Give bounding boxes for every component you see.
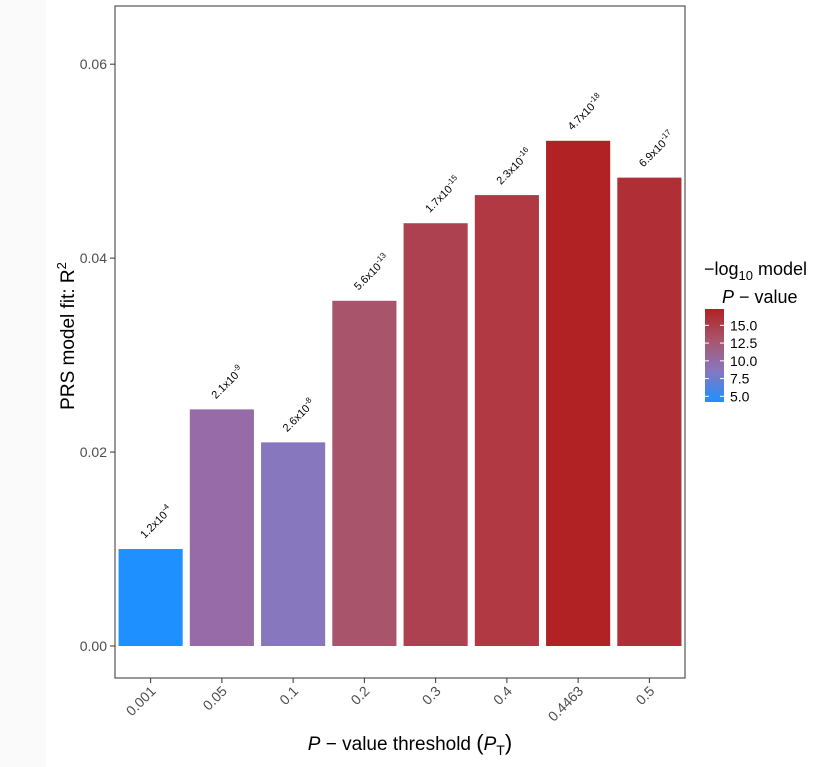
legend-tick-label: 5.0 <box>730 388 750 404</box>
legend-title-line1: −log10 model <box>704 259 807 283</box>
x-tick-label: 0.05 <box>199 683 230 714</box>
bar <box>118 549 183 646</box>
legend-colorbar <box>705 309 724 402</box>
x-tick-label: 0.3 <box>419 683 444 708</box>
bar <box>474 195 539 646</box>
left-margin-strip <box>0 0 46 767</box>
x-tick-label: 0.5 <box>632 683 657 708</box>
x-axis: 0.001 0.05 0.1 0.2 0.3 0.4 0.4463 0.5 <box>123 678 658 724</box>
legend-tick-label: 15.0 <box>730 317 757 333</box>
y-tick-label: 0.02 <box>80 444 107 460</box>
y-axis-title: PRS model fit: R2 <box>54 262 79 410</box>
legend-ticks: 5.07.5 10.0 12.5 15.0 <box>705 317 757 404</box>
y-tick-label: 0.00 <box>80 638 107 654</box>
bar <box>546 140 611 646</box>
x-tick-label: 0.4 <box>490 683 515 708</box>
color-legend: −log10 model P − value 5.07.5 10.0 12.5 15.… <box>704 259 807 404</box>
legend-tick-label: 10.0 <box>730 353 757 369</box>
bar <box>617 177 682 647</box>
x-tick-label: 0.001 <box>123 683 159 719</box>
legend-title-line2: P − value <box>722 287 798 307</box>
bars-layer <box>118 140 682 647</box>
bar <box>189 409 254 646</box>
x-axis-title: P − value threshold (PT) <box>308 730 512 758</box>
legend-tick-label: 12.5 <box>730 335 757 351</box>
x-tick-label: 0.1 <box>276 683 301 708</box>
y-tick-label: 0.06 <box>80 56 107 72</box>
legend-tick-label: 7.5 <box>730 371 750 387</box>
bar <box>332 300 397 646</box>
y-axis: 0.00 0.02 0.04 0.06 <box>80 56 115 654</box>
bar <box>261 442 326 646</box>
x-tick-label: 0.4463 <box>545 683 587 725</box>
bar <box>403 223 468 646</box>
y-tick-label: 0.04 <box>80 250 107 266</box>
x-tick-label: 0.2 <box>347 683 372 708</box>
